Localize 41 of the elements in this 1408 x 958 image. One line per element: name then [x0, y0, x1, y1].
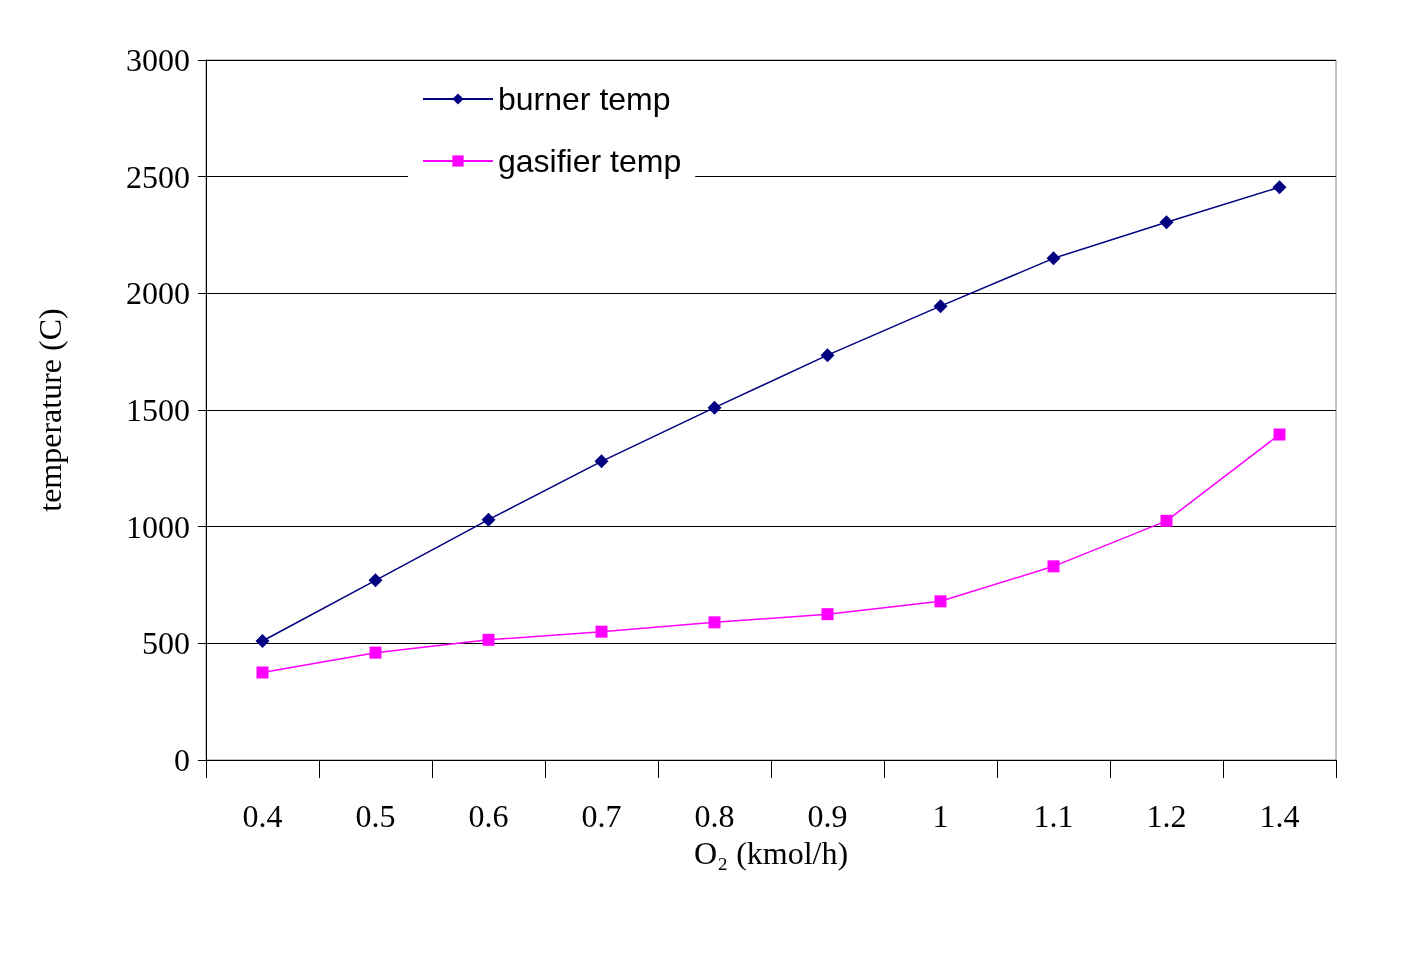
point: [255, 634, 270, 648]
legend-label: gasifier temp: [498, 143, 682, 179]
point: [1047, 560, 1060, 573]
point: [1273, 428, 1286, 441]
point: [1159, 215, 1174, 230]
point: [934, 595, 947, 608]
x-tick-label: 0.6: [468, 798, 509, 834]
point: [1160, 514, 1173, 527]
y-tick-label: 2000: [126, 275, 190, 312]
x-tick-label: 0.5: [355, 798, 396, 834]
y-tick-label: 1000: [126, 508, 190, 545]
y-tick-label: 1500: [126, 392, 190, 428]
x-tick-label: 0.4: [242, 798, 283, 834]
point: [481, 512, 496, 527]
point: [369, 646, 382, 659]
x-axis-title: O₂ (kmol/h): [693, 834, 849, 871]
legend-label: burner temp: [498, 81, 671, 117]
point: [1272, 180, 1287, 195]
x-tick-label: 0.8: [694, 798, 735, 834]
y-axis-title: temperature (C): [32, 308, 68, 512]
point: [482, 633, 495, 646]
point: [933, 299, 948, 314]
y-tick-label: 500: [142, 625, 190, 662]
x-tick-label: 1: [932, 798, 949, 834]
x-tick-label: 1.4: [1259, 798, 1300, 834]
point: [256, 666, 269, 679]
x-tick-label: 1.1: [1033, 798, 1074, 834]
x-tick-label: 0.9: [807, 798, 848, 834]
point: [595, 625, 608, 638]
y-tick-label: 3000: [126, 42, 190, 78]
point: [594, 454, 609, 469]
point: [708, 616, 721, 629]
point: [368, 573, 383, 588]
point: [707, 400, 722, 415]
x-tick-label: 0.7: [581, 798, 622, 834]
point: [820, 348, 835, 363]
y-tick-label: 2500: [126, 158, 190, 195]
y-tick-label: 0: [174, 742, 190, 778]
point: [821, 608, 834, 621]
point: [1046, 251, 1061, 266]
x-tick-label: 1.2: [1146, 798, 1187, 834]
